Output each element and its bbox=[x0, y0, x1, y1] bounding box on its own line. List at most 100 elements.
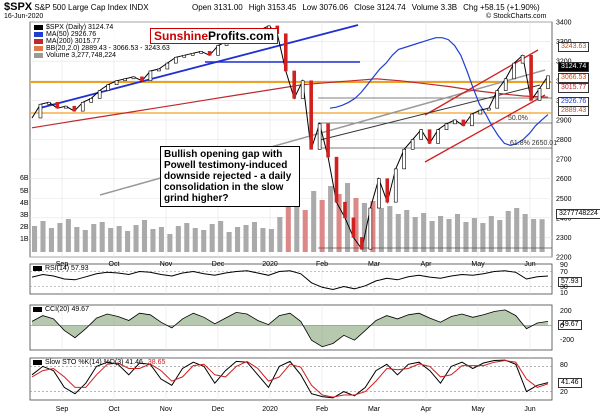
candle bbox=[546, 75, 550, 89]
xlabel-price: Mar bbox=[368, 261, 381, 268]
cci-tick-neg200: -200 bbox=[560, 337, 575, 344]
volume-bar bbox=[57, 223, 63, 252]
moving-averages bbox=[31, 37, 549, 147]
volume-bar bbox=[497, 220, 503, 252]
volume-bar bbox=[150, 229, 156, 252]
xlabel-bottom: Mar bbox=[368, 406, 381, 413]
volume-bar bbox=[32, 226, 38, 252]
volume-bar bbox=[125, 231, 131, 252]
candle bbox=[55, 101, 60, 109]
rsi-series bbox=[30, 270, 552, 291]
candle bbox=[182, 54, 187, 58]
candle bbox=[317, 123, 322, 150]
xlabel-price: 2020 bbox=[262, 261, 278, 268]
volume-bar bbox=[268, 229, 274, 252]
volume-bar bbox=[294, 196, 300, 252]
candle bbox=[486, 107, 491, 111]
candle bbox=[385, 178, 390, 203]
cci-badge: 49.67 bbox=[558, 320, 582, 330]
cci-tick-0: 0 bbox=[560, 323, 564, 330]
volume-bar bbox=[218, 221, 224, 252]
close-value: Close 3124.74 bbox=[354, 3, 406, 12]
candle bbox=[427, 129, 432, 144]
fib-label-618: 61.8% 2650.01 bbox=[510, 140, 558, 147]
candle bbox=[512, 62, 516, 80]
xlabel-price: Jun bbox=[524, 261, 535, 268]
volume-bar bbox=[370, 201, 376, 252]
credit: © StockCharts.com bbox=[486, 13, 547, 20]
volume-bar bbox=[226, 232, 232, 252]
candle bbox=[343, 201, 347, 219]
price-tick-label: 2300 bbox=[556, 235, 572, 242]
vol-axis-4b: 4B bbox=[20, 200, 29, 207]
candle bbox=[283, 33, 288, 72]
high-value: High 3153.45 bbox=[248, 3, 297, 12]
candle bbox=[351, 217, 356, 238]
sto-label: Slow STO %K(14) %D(3) 41.46, 38.65 bbox=[33, 359, 165, 366]
rsi-badge: 57.93 bbox=[558, 277, 582, 287]
legend-item: Volume 3,277,748,224 bbox=[34, 52, 170, 59]
legend-item: $SPX (Daily) 3124.74 bbox=[34, 24, 170, 31]
legend: $SPX (Daily) 3124.74 MA(50) 2926.76 MA(2… bbox=[33, 23, 171, 60]
cci-label: CCI(20) 49.67 bbox=[33, 306, 89, 313]
legend-item: MA(200) 3015.77 bbox=[34, 38, 170, 45]
volume-bar bbox=[539, 219, 545, 252]
candle bbox=[444, 123, 449, 131]
rsi-tick-90: 90 bbox=[560, 262, 568, 269]
volume-bar bbox=[429, 221, 435, 252]
volume-bar bbox=[260, 228, 266, 252]
price-badge-bb-lower: 2889.43 bbox=[558, 106, 590, 116]
logo-part2: Profits.com bbox=[208, 29, 275, 43]
candle bbox=[80, 101, 85, 112]
fib-label-50: 50.0% bbox=[508, 115, 528, 122]
volume-bar bbox=[454, 214, 461, 252]
price-tick-label: 2700 bbox=[556, 157, 572, 164]
cci-area bbox=[32, 309, 548, 347]
change-value: Chg +58.15 (+1.90%) bbox=[463, 3, 540, 12]
candle bbox=[453, 119, 457, 125]
candle bbox=[97, 90, 102, 99]
xlabel-price: Sep bbox=[56, 261, 69, 268]
volume-bar bbox=[505, 211, 511, 252]
volume-bar bbox=[158, 227, 164, 252]
cci-line bbox=[31, 309, 549, 348]
price-tick-label: 2900 bbox=[556, 117, 572, 124]
candle bbox=[495, 90, 500, 109]
candle bbox=[216, 45, 220, 56]
volume-bars bbox=[32, 183, 545, 252]
volume-bar bbox=[65, 219, 71, 252]
cci-tick-200: 200 bbox=[560, 308, 572, 315]
candle bbox=[72, 105, 77, 112]
sto-series bbox=[30, 359, 552, 399]
xlabel-price: Oct bbox=[109, 261, 120, 268]
xlabel-price: Apr bbox=[421, 261, 433, 268]
xlabel-bottom: Sep bbox=[56, 406, 69, 413]
volume-bar bbox=[387, 206, 393, 252]
sto-tick-20: 20 bbox=[560, 389, 568, 396]
vol-axis-6b: 6B bbox=[20, 175, 29, 182]
candle bbox=[436, 129, 440, 144]
trend-line-red-2 bbox=[424, 94, 546, 163]
price-badge-ma200: 3015.77 bbox=[558, 83, 590, 93]
volume-bar bbox=[285, 204, 291, 252]
candle bbox=[503, 78, 508, 91]
volume-bar bbox=[471, 218, 477, 252]
xlabel-bottom: Dec bbox=[212, 406, 225, 413]
candle bbox=[529, 54, 533, 101]
volume-bar bbox=[412, 217, 418, 252]
xlabel-bottom: May bbox=[471, 406, 485, 413]
volume-bar bbox=[378, 208, 384, 252]
candle bbox=[199, 51, 203, 54]
volume-bar bbox=[82, 230, 88, 252]
candle bbox=[419, 129, 423, 140]
volume-bar bbox=[344, 183, 351, 252]
price-badge-bb-upper: 3243.63 bbox=[558, 42, 590, 52]
volume-bar bbox=[184, 223, 190, 252]
legend-item: BB(20,2.0) 2889.43 - 3066.53 - 3243.63 bbox=[34, 45, 170, 52]
price-badge-close: 3124.74 bbox=[558, 62, 590, 72]
ma50-line bbox=[329, 37, 549, 147]
xlabel-price: Nov bbox=[160, 261, 173, 268]
vol-axis-1b: 1B bbox=[20, 236, 29, 243]
rsi-tick-30: 30 bbox=[560, 284, 568, 291]
